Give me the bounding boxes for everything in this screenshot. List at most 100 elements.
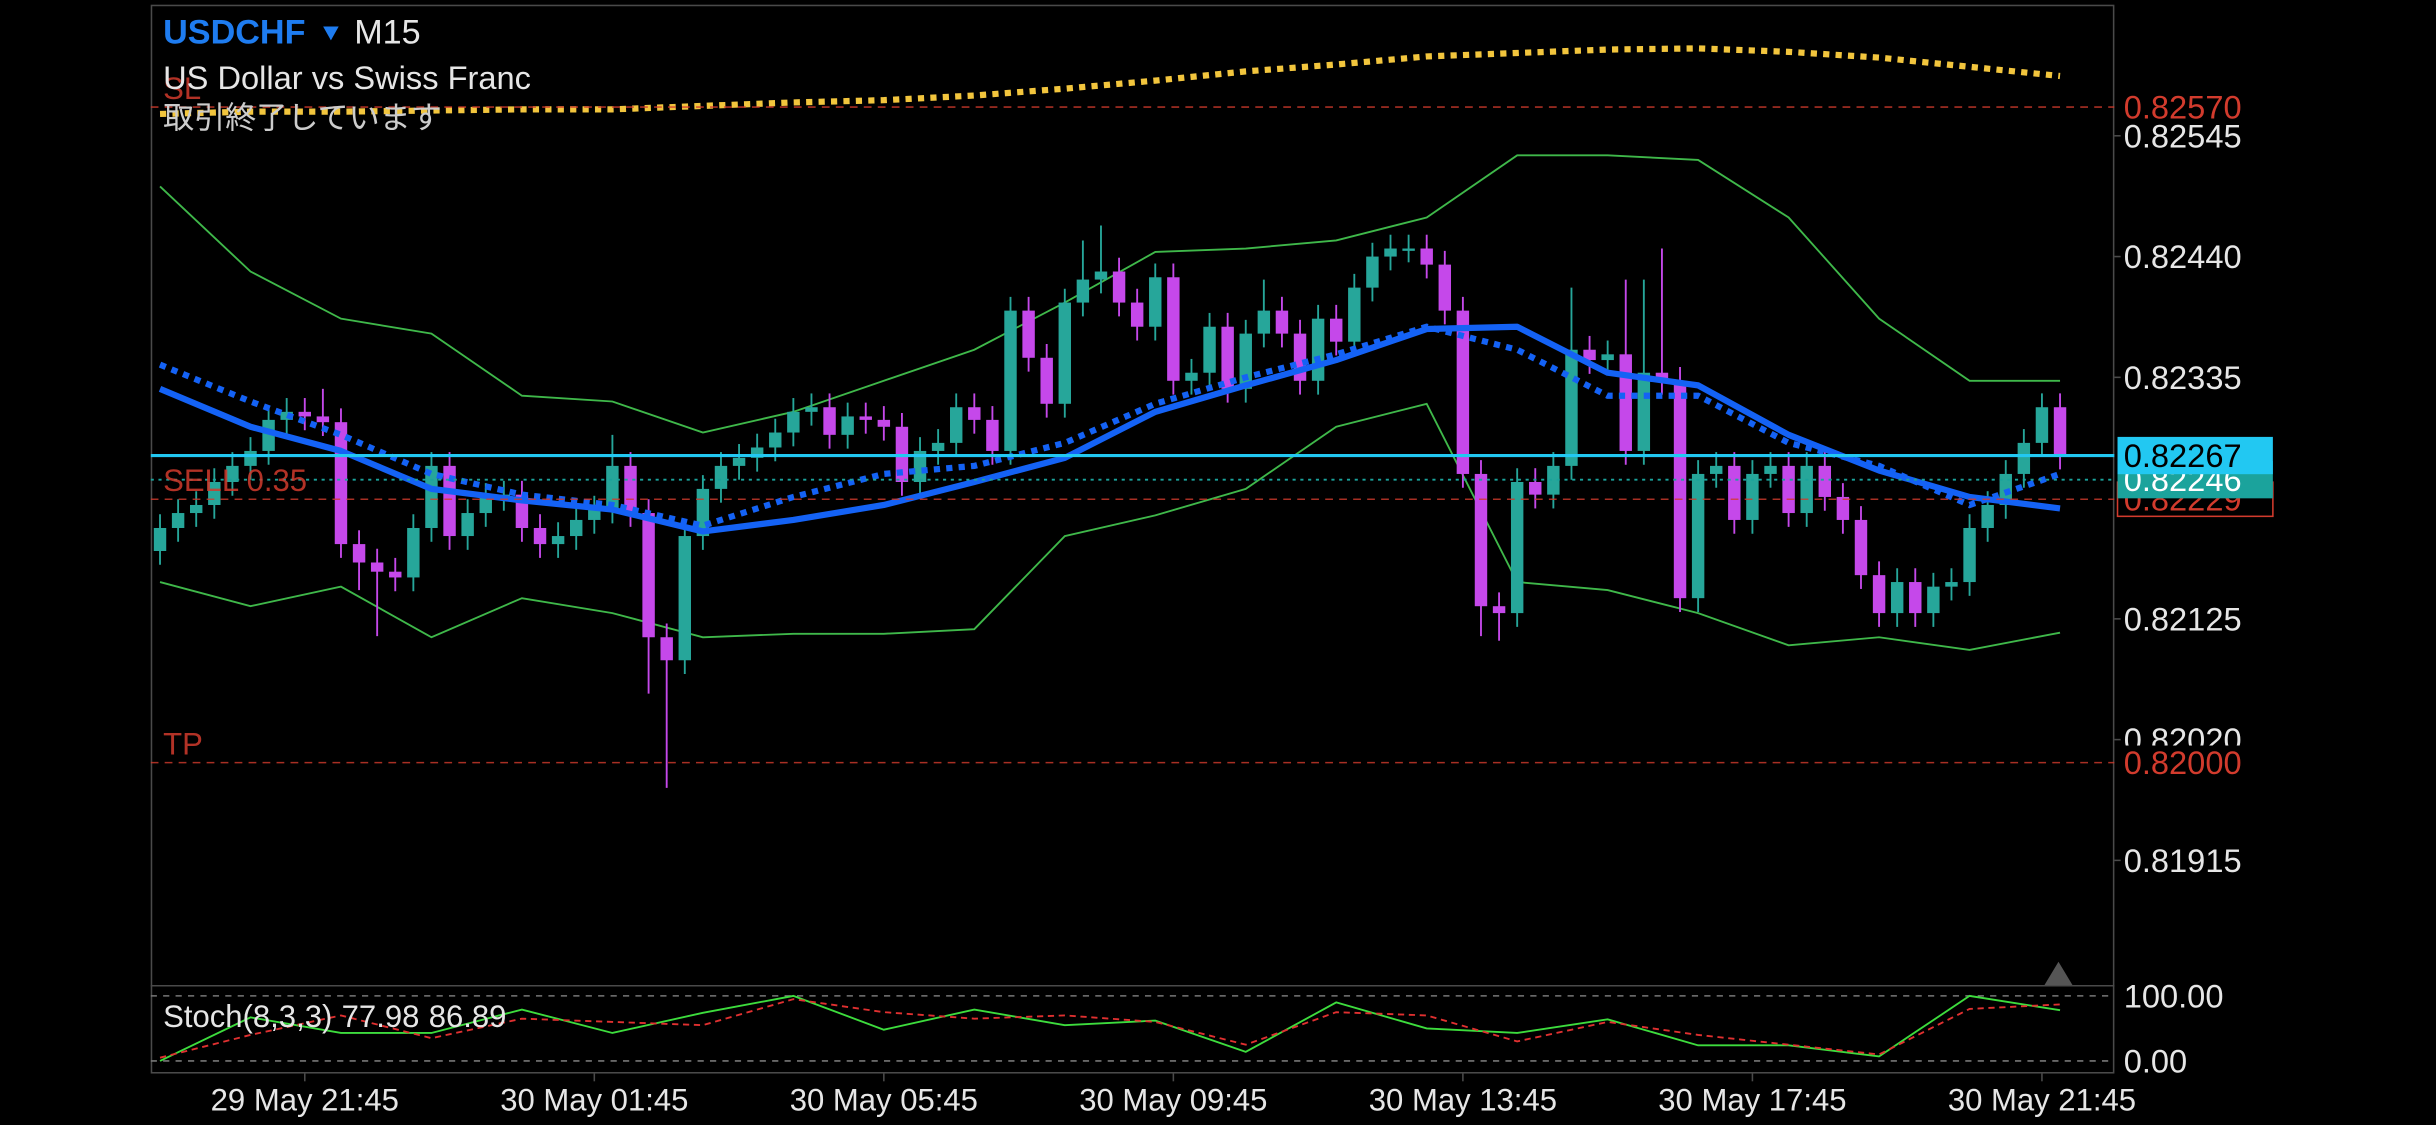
candle-body — [1492, 606, 1506, 614]
candle-body — [389, 571, 402, 578]
panel-resize-handle[interactable] — [2044, 961, 2073, 985]
candle-body — [1909, 582, 1922, 614]
candle-body — [1529, 481, 1542, 495]
candle-body — [1963, 527, 1976, 583]
candle-body — [877, 419, 891, 427]
candle-body — [171, 513, 185, 528]
indicator-line — [158, 323, 2061, 535]
main-plot — [150, 45, 2115, 788]
stoch-label-part: 77.98 — [342, 999, 420, 1034]
candle-body — [1040, 357, 1053, 404]
candle-body — [1728, 465, 1741, 520]
candle-body — [660, 637, 673, 661]
candle-body — [280, 411, 293, 420]
candle-body — [1565, 349, 1578, 466]
candle-body — [986, 419, 999, 451]
indicator-line — [158, 323, 2062, 529]
candle-body — [1945, 582, 1958, 587]
indicator-line — [159, 45, 2061, 118]
level-name: SELL 0.35 — [163, 463, 307, 498]
candle-body — [334, 422, 348, 545]
candle-body — [1257, 310, 1271, 334]
candle-body — [1673, 380, 1687, 599]
candle-body — [1149, 277, 1162, 327]
candle-body — [425, 465, 438, 528]
candle-body — [1203, 326, 1216, 373]
candle-body — [913, 450, 927, 482]
level-price-label: 0.82000 — [2124, 744, 2242, 781]
candle-body — [1311, 318, 1325, 381]
candle-body — [1058, 302, 1072, 404]
candle-body — [443, 465, 456, 537]
candle-body — [678, 536, 691, 661]
x-tick-label: 30 May 21:45 — [1948, 1082, 2136, 1117]
x-tick-label: 30 May 09:45 — [1079, 1082, 1267, 1117]
symbol-dropdown[interactable] — [323, 26, 339, 41]
candle-body — [1094, 271, 1108, 280]
indicator-line — [159, 154, 2061, 434]
market-status: 取引終了しています — [163, 101, 442, 136]
candle-body — [370, 562, 384, 572]
candle-body — [1927, 586, 1940, 614]
y-tick-label: 0.81915 — [2124, 842, 2242, 879]
indicator-line — [159, 994, 2061, 1062]
candle-body — [407, 527, 420, 578]
candle-body — [732, 457, 746, 466]
candle-body — [1438, 264, 1452, 311]
candle-body — [153, 527, 167, 551]
timeframe[interactable]: M15 — [354, 14, 420, 52]
candle-body — [1890, 582, 1904, 614]
x-tick-label: 30 May 01:45 — [500, 1082, 688, 1117]
stoch-label-part: 86.89 — [429, 999, 507, 1034]
candle-body — [1764, 465, 1777, 474]
candle-body — [1330, 318, 1343, 342]
candle-body — [841, 416, 854, 435]
plot-frame — [150, 4, 2115, 1074]
candle-body — [1022, 310, 1035, 358]
candle-body — [1782, 465, 1795, 514]
candle-body — [950, 407, 963, 443]
candle-body — [968, 407, 981, 420]
candle-body — [533, 527, 547, 545]
level-price-box — [2117, 745, 2273, 780]
x-tick-label: 29 May 21:45 — [211, 1082, 399, 1117]
stoch-label: Stoch(8,3,3) 77.98 86.89 — [163, 999, 506, 1034]
candle-body — [1185, 372, 1198, 381]
indicator-line — [159, 402, 2061, 651]
candle-body — [1800, 465, 1813, 514]
candle-body — [298, 411, 311, 417]
candle-body — [1601, 354, 1614, 361]
level-name: TP — [163, 726, 203, 761]
y-tick-label: 0.82125 — [2124, 600, 2242, 637]
candle-body — [1004, 310, 1017, 451]
candle-body — [1872, 575, 1886, 614]
y-tick-label: 0.82335 — [2124, 359, 2242, 396]
candle-body — [1167, 277, 1180, 381]
level-price-box — [2117, 89, 2273, 125]
candle-body — [551, 536, 565, 545]
symbol[interactable]: USDCHF — [163, 14, 305, 52]
level-price-label: 0.82570 — [2124, 89, 2242, 126]
candle-body — [1619, 354, 1632, 451]
candle-body — [1076, 279, 1090, 303]
candle-body — [1456, 310, 1470, 474]
candle-body — [1836, 496, 1850, 520]
candle-body — [1420, 248, 1433, 265]
candle-body — [805, 407, 818, 412]
candle-body — [1981, 504, 1994, 528]
candle-body — [569, 519, 583, 537]
level-name: SL — [163, 71, 201, 106]
candle-body — [1275, 310, 1289, 334]
candle-body — [1402, 248, 1415, 251]
candle-body — [1348, 287, 1361, 342]
candle-body — [2035, 407, 2049, 443]
candle-body — [823, 407, 836, 435]
candle-body — [750, 447, 764, 458]
header: USDCHF M15 US Dollar vs Swiss Franc 取引終了… — [163, 14, 531, 136]
candle-body — [588, 509, 601, 520]
candle-body — [1854, 519, 1868, 576]
candle-body — [2053, 407, 2067, 456]
x-tick-label: 30 May 05:45 — [790, 1082, 978, 1117]
